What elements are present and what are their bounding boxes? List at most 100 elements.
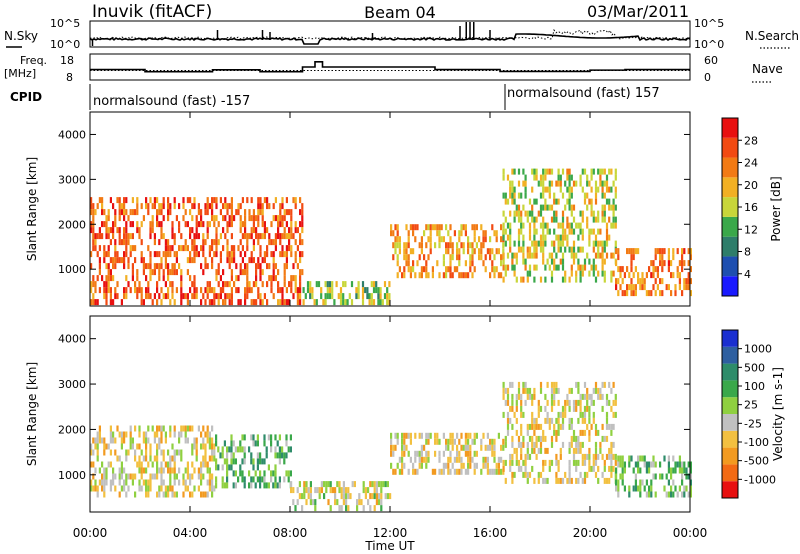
heatmap-cell <box>544 459 547 466</box>
heatmap-cell <box>570 270 573 277</box>
heatmap-cell <box>500 236 503 243</box>
heatmap-cell <box>285 257 288 264</box>
heatmap-cell <box>632 284 635 291</box>
heatmap-cell <box>314 499 317 506</box>
heatmap-cell <box>583 417 587 424</box>
heatmap-cell <box>601 405 604 412</box>
heatmap-cell <box>153 473 156 480</box>
heatmap-cell <box>377 287 380 294</box>
heatmap-cell <box>180 431 183 438</box>
heatmap-cell <box>493 230 496 237</box>
heatmap-cell <box>274 239 277 246</box>
heatmap-cell <box>131 275 134 282</box>
heatmap-cell <box>407 260 410 267</box>
colorbar-swatch <box>722 197 738 217</box>
heatmap-cell <box>601 168 604 175</box>
heatmap-cell <box>515 210 518 217</box>
heatmap-cell <box>486 468 489 475</box>
heatmap-cell <box>460 272 463 279</box>
heatmap-cell <box>544 174 547 181</box>
colorbar-tick-label: 500 <box>744 361 765 374</box>
heatmap-cell <box>557 264 560 271</box>
heatmap-cell <box>614 186 617 193</box>
heatmap-cell <box>123 239 126 246</box>
heatmap-cell <box>112 227 115 234</box>
heatmap-cell <box>290 281 293 288</box>
heatmap-cell <box>382 481 385 488</box>
heatmap-cell <box>259 263 262 270</box>
heatmap-cell <box>221 446 224 453</box>
heatmap-cell <box>129 209 132 216</box>
heatmap-cell <box>223 482 226 489</box>
heatmap-cell <box>153 197 156 204</box>
heatmap-cell <box>484 444 487 451</box>
heatmap-cell <box>553 228 556 235</box>
heatmap-cell <box>683 467 686 474</box>
heatmap-cell <box>471 456 474 463</box>
heatmap-cell <box>211 203 214 210</box>
heatmap-cell <box>511 459 514 466</box>
heatmap-cell <box>290 487 293 494</box>
heatmap-cell <box>361 287 365 294</box>
heatmap-cell <box>482 230 485 237</box>
heatmap-cell <box>434 450 437 457</box>
heatmap-cell <box>632 485 635 492</box>
heatmap-cell <box>531 204 534 211</box>
heatmap-cell <box>175 269 178 276</box>
heatmap-cell <box>186 461 189 468</box>
heatmap-cell <box>520 447 523 454</box>
heatmap-cell <box>151 203 154 210</box>
heatmap-cell <box>191 239 194 246</box>
heatmap-cell <box>398 456 401 463</box>
heatmap-cell <box>109 287 112 294</box>
heatmap-cell <box>548 459 551 466</box>
heatmap-cell <box>526 270 529 277</box>
heatmap-cell <box>109 257 112 264</box>
heatmap-cell <box>659 473 662 480</box>
heatmap-cell <box>206 203 209 210</box>
heatmap-cell <box>257 209 260 216</box>
heatmap-cell <box>123 485 126 492</box>
heatmap-cell <box>101 233 104 240</box>
heatmap-cell <box>531 216 534 223</box>
heatmap-cell <box>546 222 549 229</box>
heatmap-cell <box>557 240 560 247</box>
noise-left-tick-bottom: 10^0 <box>50 38 80 51</box>
heatmap-cell <box>637 248 640 255</box>
heatmap-cell <box>226 452 229 459</box>
heatmap-cell <box>502 242 505 249</box>
heatmap-cell <box>184 221 187 228</box>
heatmap-cell <box>114 257 117 264</box>
heatmap-cell <box>614 192 617 199</box>
heatmap-cell <box>601 393 604 400</box>
heatmap-cell <box>158 437 161 444</box>
heatmap-cell <box>484 254 487 261</box>
heatmap-cell <box>581 429 584 436</box>
heatmap-cell <box>533 417 536 424</box>
heatmap-cell <box>180 425 183 432</box>
heatmap-cell <box>259 476 262 483</box>
heatmap-cell <box>592 258 595 265</box>
heatmap-cell <box>255 227 258 234</box>
heatmap-cell <box>250 215 253 222</box>
heatmap-cell <box>233 245 236 252</box>
heatmap-cell <box>621 461 624 468</box>
heatmap-cell <box>235 287 238 294</box>
heatmap-cell <box>296 287 299 294</box>
heatmap-cell <box>590 423 593 430</box>
heatmap-cell <box>392 242 395 249</box>
heatmap-cell <box>544 264 547 271</box>
heatmap-cell <box>131 263 134 270</box>
heatmap-cell <box>140 467 143 474</box>
heatmap-cell <box>283 275 286 282</box>
heatmap-cell <box>453 438 456 445</box>
heatmap-cell <box>180 293 183 300</box>
heatmap-cell <box>339 293 343 300</box>
heatmap-cell <box>442 432 445 439</box>
heatmap-cell <box>320 287 323 294</box>
heatmap-cell <box>290 233 293 240</box>
heatmap-cell <box>650 461 653 468</box>
xtick-label: 04:00 <box>173 526 208 540</box>
heatmap-cell <box>542 258 545 265</box>
